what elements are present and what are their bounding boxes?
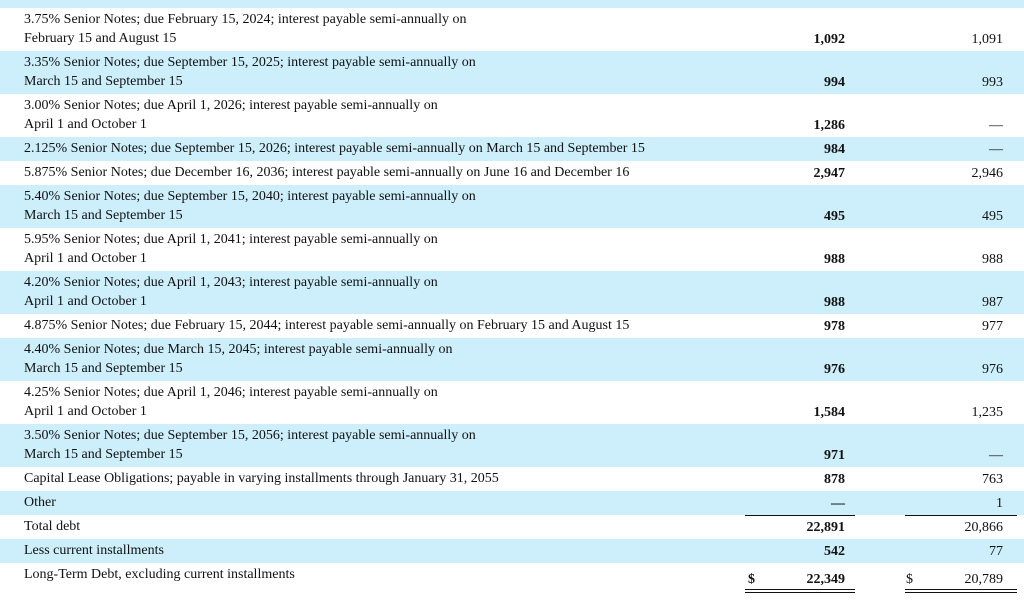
table-row (0, 424, 1024, 467)
current-value: 978 (824, 319, 845, 334)
prior-value: 1 (996, 496, 1003, 511)
prior-value: 2,946 (971, 166, 1004, 181)
table-row (0, 338, 1024, 381)
description: Long-Term Debt, excluding current instal… (24, 567, 295, 582)
description: 4.25% Senior Notes; due April 1, 2046; i… (24, 385, 438, 400)
rule (905, 515, 1017, 516)
table-row (0, 51, 1024, 94)
prior-value: 993 (982, 75, 1003, 90)
description: April 1 and October 1 (24, 251, 147, 266)
prior-value: 988 (982, 252, 1003, 267)
current-value: 2,947 (813, 166, 846, 181)
description: 5.95% Senior Notes; due April 1, 2041; i… (24, 232, 438, 247)
table-row (0, 185, 1024, 228)
rule (745, 515, 855, 516)
description: Total debt (24, 519, 81, 534)
description: 3.35% Senior Notes; due September 15, 20… (24, 55, 476, 70)
currency: $ (906, 572, 913, 587)
description: Less current installments (24, 543, 164, 558)
current-value: 878 (824, 472, 845, 487)
current-value: 495 (824, 209, 845, 224)
rule (745, 589, 855, 590)
description: Other (24, 495, 56, 510)
current-value: 994 (824, 75, 845, 90)
table-row (0, 271, 1024, 314)
description: 4.20% Senior Notes; due April 1, 2043; i… (24, 275, 438, 290)
description: 3.00% Senior Notes; due April 1, 2026; i… (24, 98, 438, 113)
current-value: 1,584 (813, 405, 846, 420)
cut-row (0, 0, 1024, 8)
prior-value: 495 (982, 209, 1003, 224)
description: 5.40% Senior Notes; due September 15, 20… (24, 189, 476, 204)
prior-value: 976 (982, 362, 1003, 377)
prior-value: 987 (982, 295, 1003, 310)
rule (905, 589, 1017, 590)
description: 4.875% Senior Notes; due February 15, 20… (24, 318, 630, 333)
current-value: 988 (824, 295, 845, 310)
description: March 15 and September 15 (24, 447, 183, 462)
current-value: — (831, 496, 845, 511)
description: 4.40% Senior Notes; due March 15, 2045; … (24, 342, 453, 357)
description: April 1 and October 1 (24, 294, 147, 309)
description: February 15 and August 15 (24, 31, 177, 46)
prior-value: 20,866 (964, 520, 1004, 535)
rule (905, 592, 1017, 593)
current-value: 984 (824, 142, 845, 157)
description: 2.125% Senior Notes; due September 15, 2… (24, 141, 645, 156)
description: March 15 and September 15 (24, 208, 183, 223)
prior-value: 763 (982, 472, 1003, 487)
description: April 1 and October 1 (24, 404, 147, 419)
current-value: 22,349 (806, 572, 846, 587)
current-value: 542 (824, 544, 845, 559)
prior-value: 20,789 (964, 572, 1004, 587)
current-value: 988 (824, 252, 845, 267)
table-row (0, 491, 1024, 515)
description: 3.50% Senior Notes; due September 15, 20… (24, 428, 476, 443)
description: March 15 and September 15 (24, 74, 183, 89)
description: Capital Lease Obligations; payable in va… (24, 471, 499, 486)
description: April 1 and October 1 (24, 117, 147, 132)
current-value: 22,891 (806, 520, 846, 535)
description: March 15 and September 15 (24, 361, 183, 376)
description: 3.75% Senior Notes; due February 15, 202… (24, 12, 467, 27)
description: 5.875% Senior Notes; due December 16, 20… (24, 165, 630, 180)
prior-value: 77 (989, 544, 1003, 559)
prior-value: 977 (982, 319, 1003, 334)
prior-value: 1,235 (971, 405, 1004, 420)
table-row (0, 137, 1024, 161)
rule (745, 592, 855, 593)
prior-value: — (989, 118, 1003, 133)
prior-value: — (989, 142, 1003, 157)
current-value: 1,286 (813, 118, 846, 133)
table-row (0, 515, 1024, 539)
currency: $ (748, 572, 755, 587)
current-value: 976 (824, 362, 845, 377)
table-row (0, 539, 1024, 563)
current-value: 971 (824, 448, 845, 463)
current-value: 1,092 (813, 32, 846, 47)
prior-value: 1,091 (971, 32, 1004, 47)
prior-value: — (989, 448, 1003, 463)
